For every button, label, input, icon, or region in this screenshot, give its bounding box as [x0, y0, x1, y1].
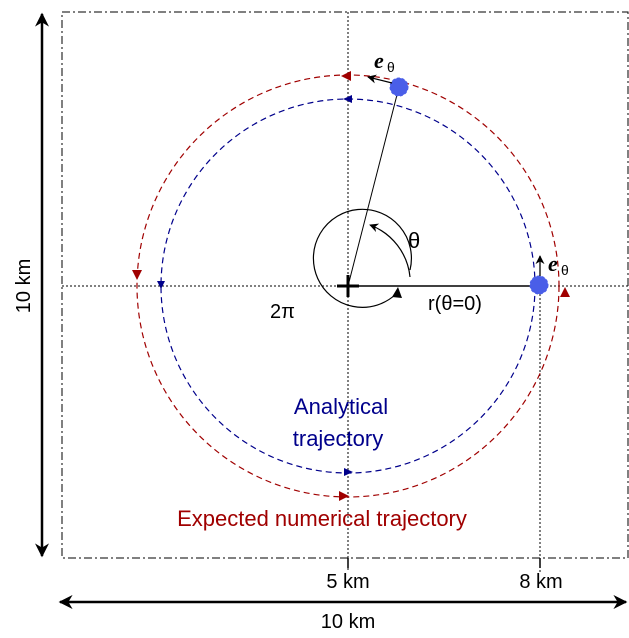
expected-arrow-top — [341, 71, 351, 81]
height-label: 10 km — [13, 259, 35, 313]
expected-arrow-bottom — [339, 491, 349, 501]
expected-arrow-left — [132, 270, 142, 280]
e-theta-label-right: e — [548, 251, 558, 276]
tick-5km-label: 5 km — [326, 571, 369, 593]
e-theta-label-top: e — [374, 48, 384, 73]
width-label: 10 km — [321, 611, 375, 633]
e-theta-label-right-sub: θ — [561, 262, 569, 278]
theta-arc — [369, 223, 411, 278]
analytical-label-line2: trajectory — [293, 426, 383, 451]
analytical-arrow-bottom — [344, 468, 353, 476]
two-pi-label: 2π — [270, 301, 295, 323]
theta-label: θ — [408, 228, 420, 253]
satellite-current — [389, 77, 409, 97]
expected-label: Expected numerical trajectory — [177, 506, 467, 531]
satellite-initial — [529, 275, 549, 295]
e-theta-vector-top — [367, 74, 393, 84]
two-pi-arrow-head — [392, 287, 402, 298]
two-pi-arc — [312, 208, 413, 308]
radius-line-theta — [347, 86, 400, 287]
analytical-arrow-left — [157, 281, 165, 289]
domain-boundary — [61, 11, 629, 559]
tick-8km-label: 8 km — [519, 571, 562, 593]
r-initial-label: r(θ=0) — [428, 293, 482, 315]
analytical-label-line1: Analytical — [294, 394, 388, 419]
analytical-arrow-top — [343, 95, 352, 103]
e-theta-label-top-sub: θ — [387, 59, 395, 75]
expected-arrow-right — [560, 287, 570, 297]
